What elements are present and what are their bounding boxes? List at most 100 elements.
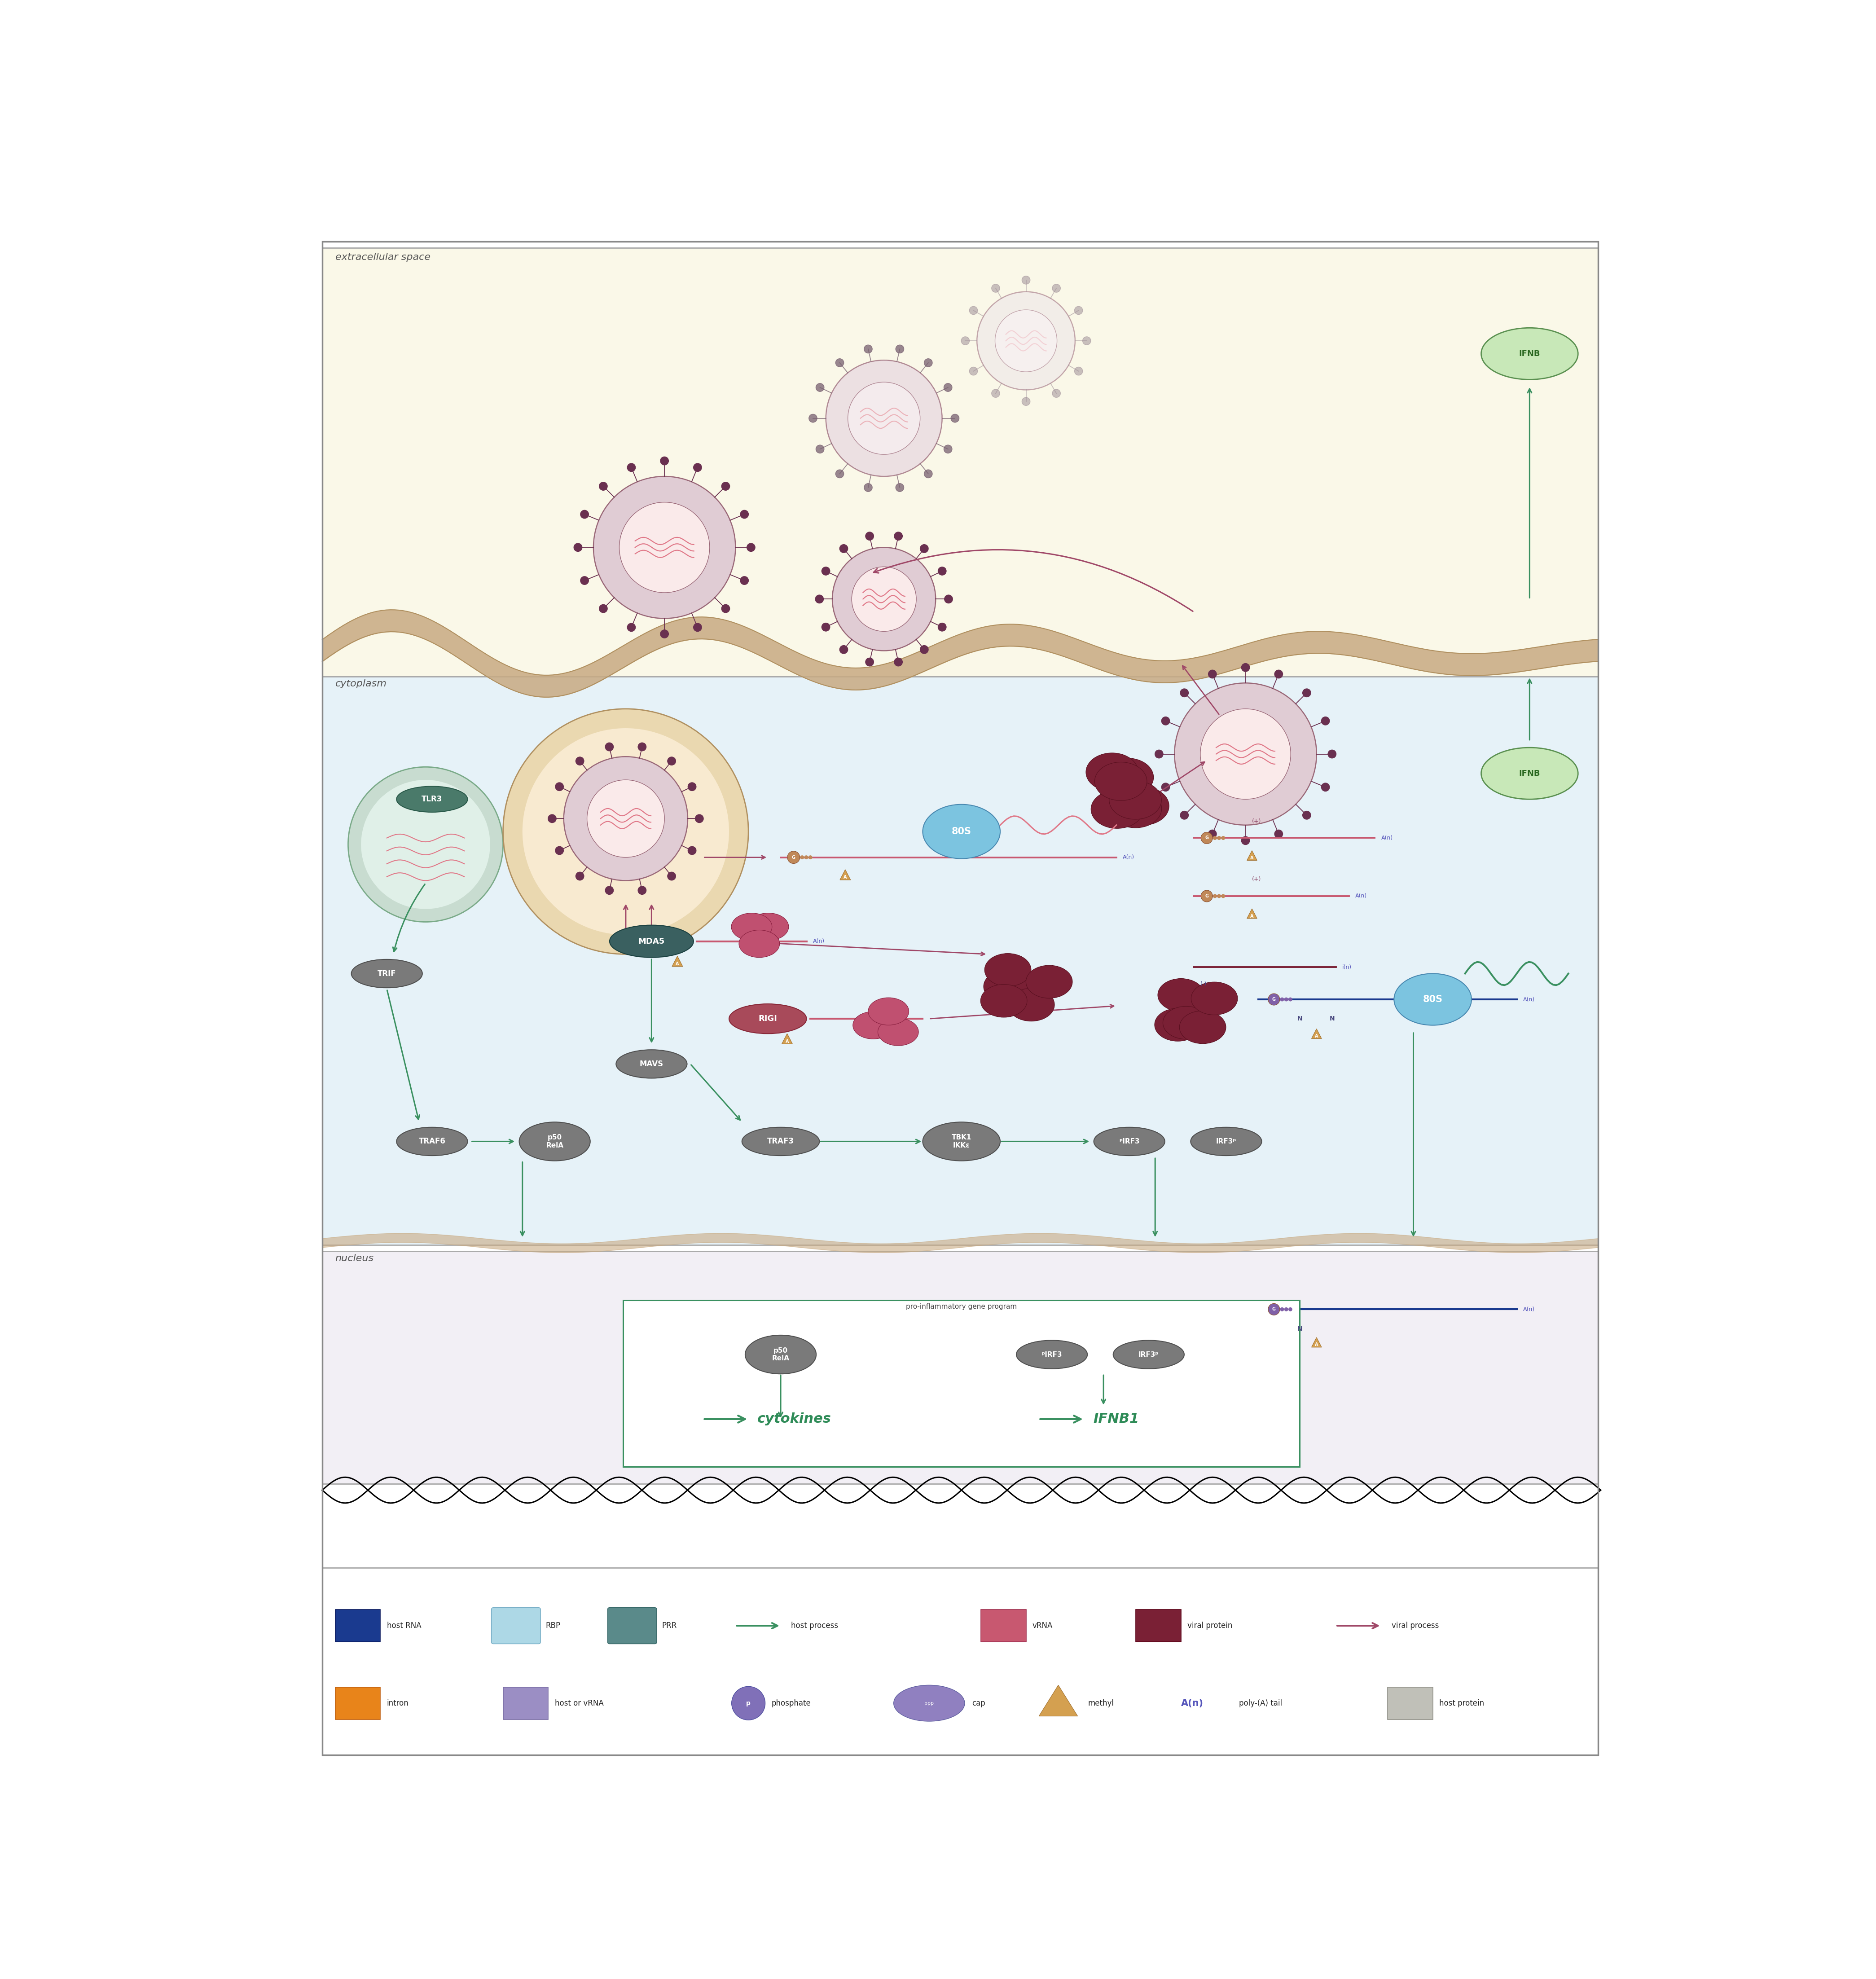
Circle shape [349, 768, 503, 922]
Circle shape [1289, 997, 1293, 1001]
Text: A(n): A(n) [1182, 1698, 1203, 1708]
Circle shape [1075, 366, 1082, 376]
Circle shape [1214, 895, 1218, 898]
Circle shape [638, 742, 645, 750]
Circle shape [1285, 997, 1289, 1001]
Circle shape [1302, 689, 1311, 697]
Text: MDA5: MDA5 [638, 938, 664, 946]
Text: (+): (+) [1251, 877, 1261, 883]
Text: (-): (-) [1201, 982, 1206, 988]
Circle shape [865, 532, 874, 540]
Text: nucleus: nucleus [336, 1255, 373, 1263]
Text: cytokines: cytokines [758, 1413, 831, 1425]
Circle shape [1052, 285, 1060, 293]
Text: IFNB1: IFNB1 [1094, 1413, 1139, 1425]
Polygon shape [672, 956, 683, 966]
Ellipse shape [520, 1122, 591, 1162]
Text: PRR: PRR [662, 1621, 677, 1631]
Circle shape [598, 483, 608, 491]
Circle shape [865, 657, 874, 667]
Circle shape [722, 604, 730, 613]
Text: A(n): A(n) [1354, 893, 1368, 898]
Circle shape [1161, 784, 1171, 792]
Ellipse shape [1394, 974, 1471, 1025]
Bar [503, 1686, 548, 1720]
Text: A(n): A(n) [1523, 997, 1535, 1001]
Circle shape [1022, 398, 1030, 406]
Circle shape [580, 576, 589, 584]
Circle shape [574, 544, 582, 552]
Text: A: A [1315, 1342, 1319, 1348]
Text: host RNA: host RNA [386, 1621, 422, 1631]
Text: IRF3ᵖ: IRF3ᵖ [1216, 1138, 1236, 1144]
Circle shape [938, 623, 946, 631]
Circle shape [835, 358, 844, 366]
FancyBboxPatch shape [608, 1607, 657, 1645]
Text: TRAF6: TRAF6 [418, 1138, 445, 1146]
Ellipse shape [741, 1128, 820, 1156]
Text: A(n): A(n) [1523, 1306, 1535, 1312]
Circle shape [627, 623, 636, 631]
Text: A: A [1315, 1033, 1319, 1039]
Ellipse shape [1096, 762, 1146, 801]
Circle shape [895, 657, 902, 667]
Circle shape [865, 483, 872, 491]
Text: G: G [1204, 835, 1208, 841]
Text: host or vRNA: host or vRNA [555, 1700, 604, 1708]
FancyBboxPatch shape [323, 1251, 1598, 1484]
Text: extracellular space: extracellular space [336, 253, 430, 261]
Circle shape [994, 311, 1056, 372]
Circle shape [1221, 895, 1225, 898]
Ellipse shape [396, 786, 467, 811]
Circle shape [788, 851, 799, 863]
Ellipse shape [1157, 978, 1204, 1011]
Circle shape [555, 782, 563, 792]
Circle shape [722, 483, 730, 491]
Circle shape [1289, 1308, 1293, 1310]
Circle shape [1022, 275, 1030, 285]
Circle shape [606, 742, 613, 750]
Circle shape [895, 532, 902, 540]
FancyBboxPatch shape [492, 1607, 540, 1645]
Bar [1135, 1609, 1182, 1643]
Circle shape [1302, 811, 1311, 819]
Text: ᵖIRF3: ᵖIRF3 [1120, 1138, 1139, 1144]
Ellipse shape [749, 912, 788, 940]
Ellipse shape [739, 930, 780, 958]
Circle shape [816, 596, 824, 604]
Ellipse shape [1191, 1128, 1263, 1156]
Circle shape [741, 511, 749, 518]
Circle shape [638, 887, 645, 895]
Ellipse shape [732, 912, 773, 940]
Circle shape [503, 708, 749, 954]
Bar [1388, 1686, 1433, 1720]
Ellipse shape [1109, 782, 1161, 819]
Circle shape [865, 344, 872, 352]
Circle shape [1268, 1304, 1279, 1316]
Text: IFNB: IFNB [1520, 770, 1540, 778]
Text: A: A [844, 875, 846, 879]
Ellipse shape [1007, 988, 1054, 1021]
Ellipse shape [878, 1019, 919, 1045]
Text: N: N [1296, 1326, 1302, 1332]
Circle shape [805, 855, 809, 859]
Ellipse shape [610, 924, 694, 958]
Circle shape [627, 463, 636, 471]
Text: TLR3: TLR3 [422, 796, 443, 803]
Polygon shape [1039, 1686, 1077, 1716]
Ellipse shape [615, 1049, 687, 1079]
Text: A(n): A(n) [1124, 855, 1135, 861]
Circle shape [809, 414, 818, 422]
Circle shape [961, 336, 970, 344]
Circle shape [1281, 997, 1283, 1001]
Circle shape [1321, 784, 1330, 792]
Circle shape [992, 285, 1000, 293]
FancyBboxPatch shape [323, 1567, 1598, 1755]
Circle shape [576, 873, 583, 881]
Ellipse shape [983, 970, 1030, 1003]
Circle shape [1180, 811, 1189, 819]
Text: (+): (+) [1251, 817, 1261, 823]
Circle shape [576, 756, 583, 766]
Ellipse shape [1094, 1128, 1165, 1156]
Ellipse shape [893, 1686, 964, 1722]
